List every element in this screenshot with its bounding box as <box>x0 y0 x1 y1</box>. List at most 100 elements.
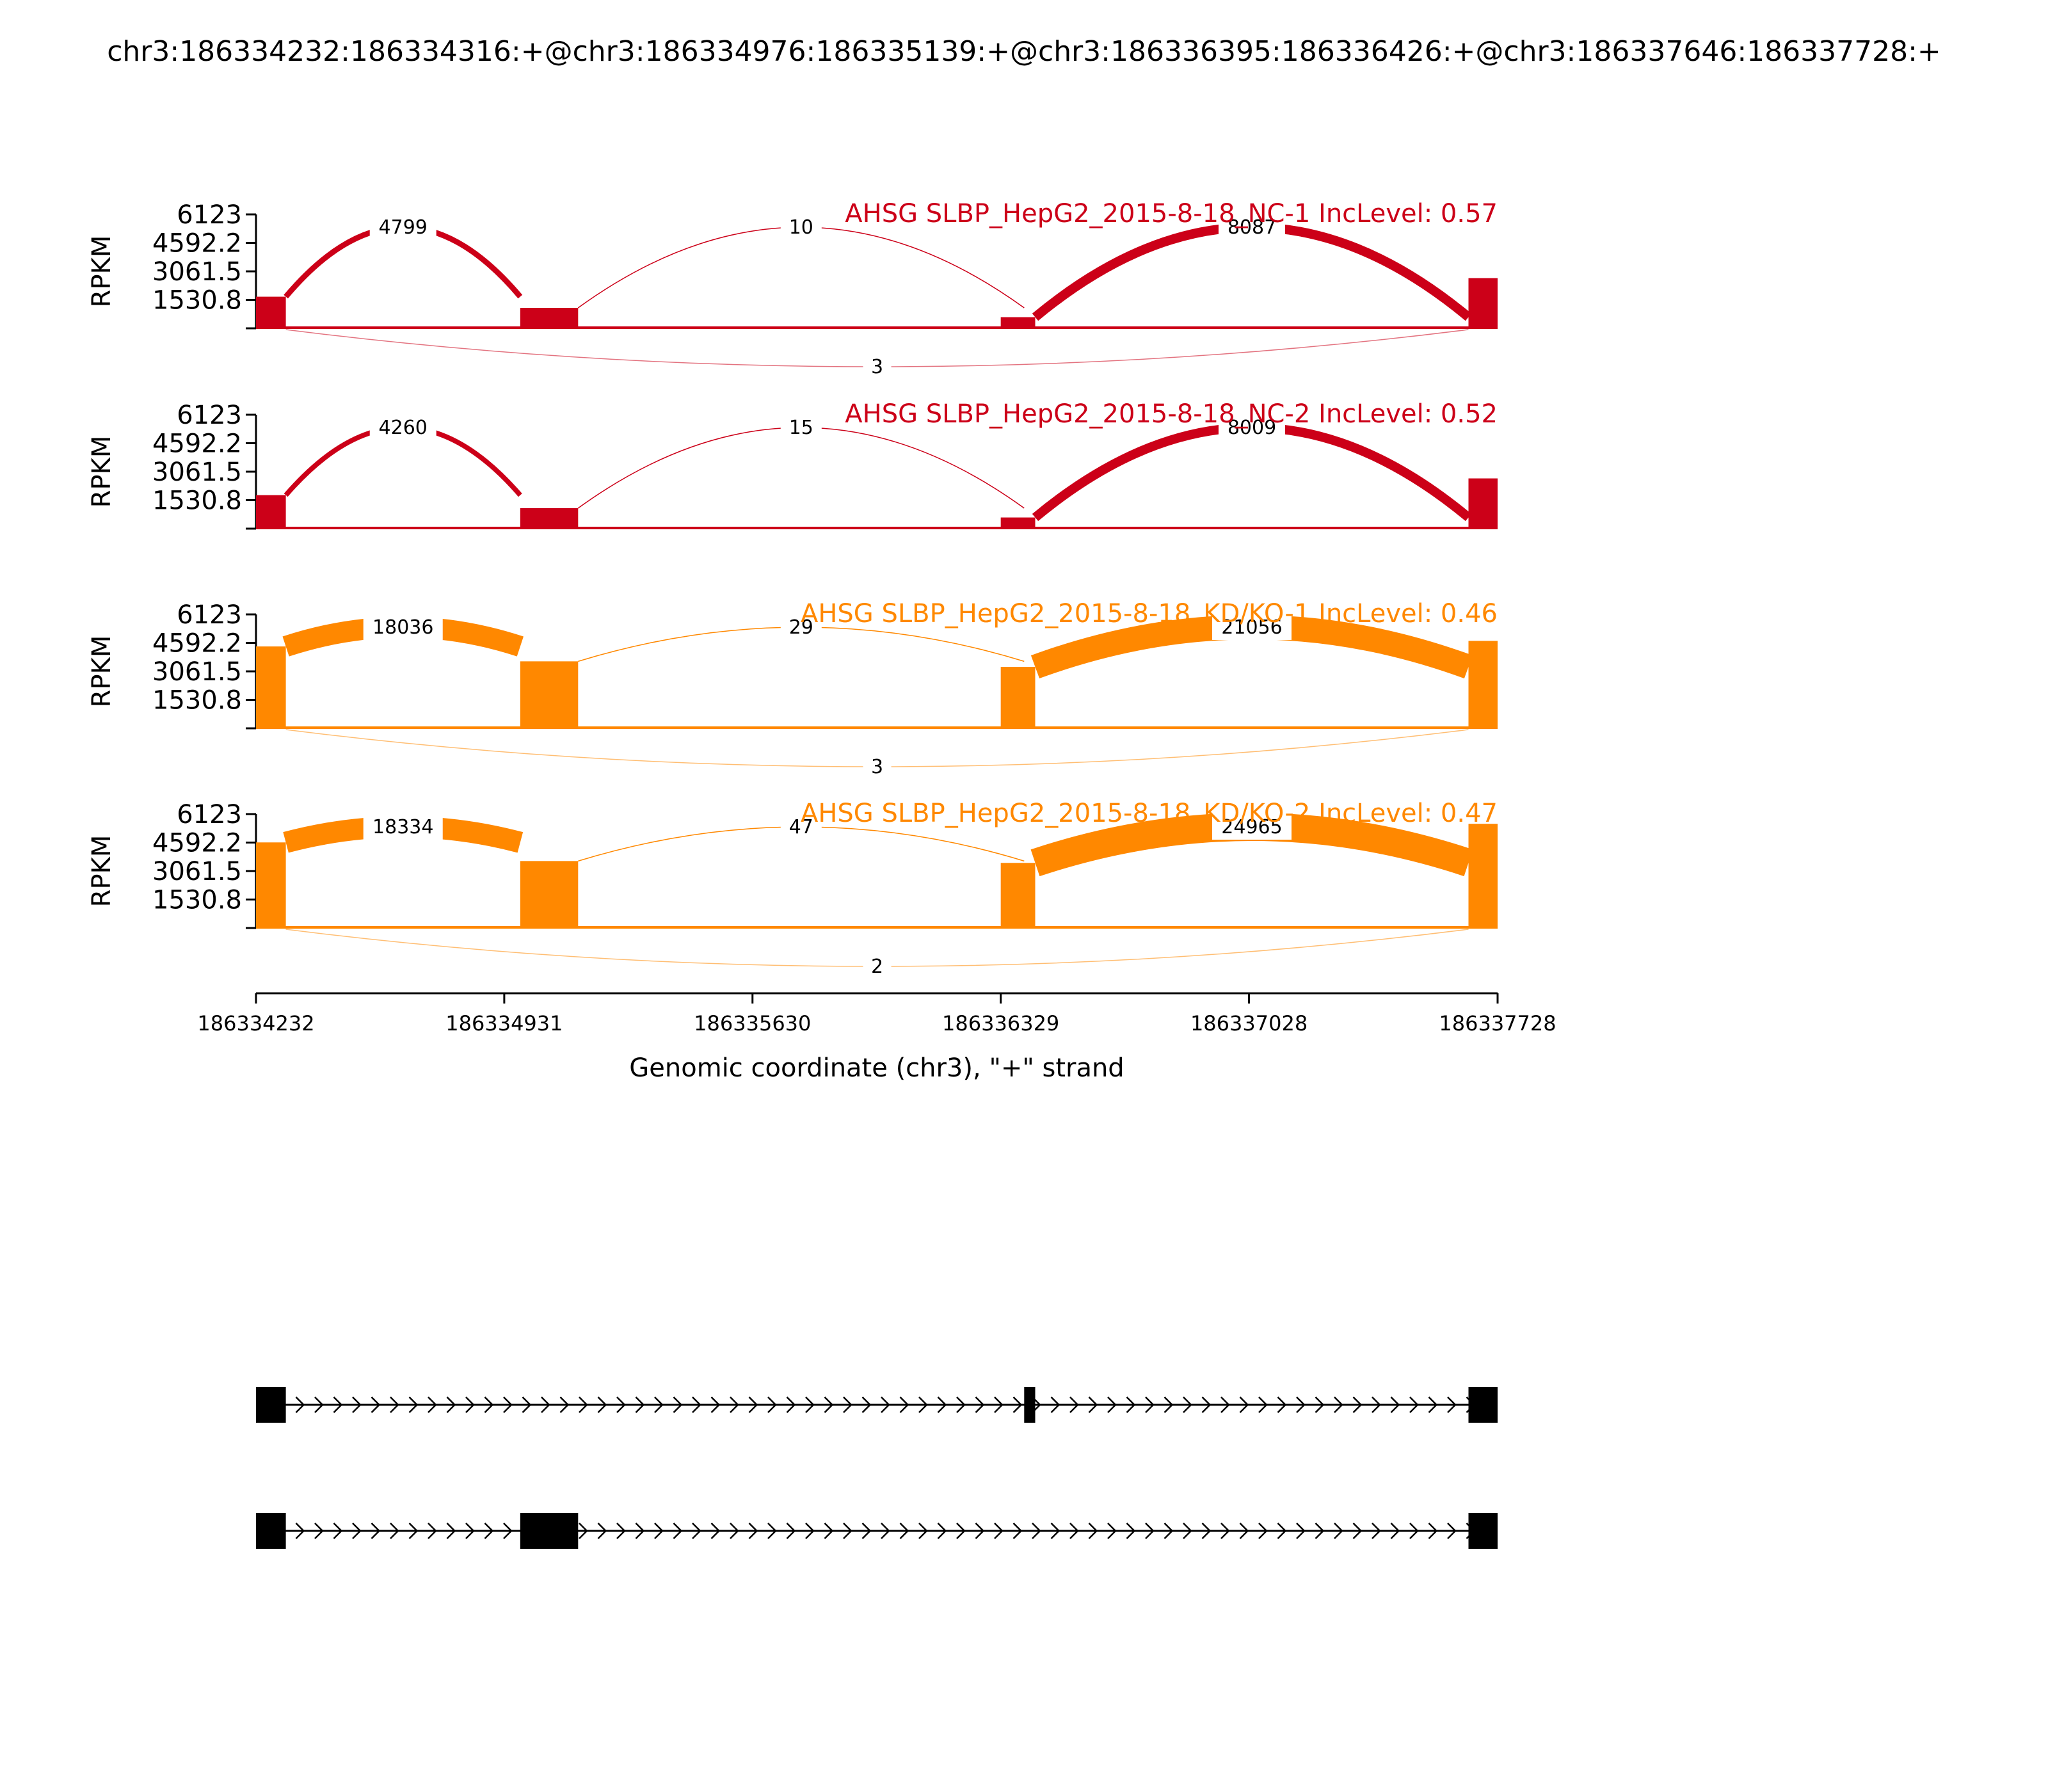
strand-arrow <box>861 1396 872 1413</box>
isoform <box>256 1387 1498 1423</box>
strand-arrow <box>635 1396 645 1413</box>
y-tick-label: 6123 <box>177 401 242 430</box>
junction-count-label: 15 <box>789 417 813 439</box>
strand-arrow <box>673 1523 683 1539</box>
junction-label-bg <box>363 613 443 640</box>
strand-arrow <box>710 1523 721 1539</box>
y-tick-label: 1530.8 <box>152 486 242 515</box>
strand-arrow <box>1315 1523 1325 1539</box>
strand-arrow <box>465 1396 475 1413</box>
strand-arrow <box>1220 1396 1230 1413</box>
strand-arrow <box>1126 1523 1136 1539</box>
junction-label-bg <box>780 813 822 840</box>
strand-arrow <box>635 1523 645 1539</box>
strand-arrow <box>918 1396 928 1413</box>
junction-arc <box>1032 422 1472 522</box>
strand-arrow <box>1352 1396 1363 1413</box>
strand-arrow <box>484 1523 494 1539</box>
strand-arrow <box>314 1396 324 1413</box>
strand-arrow <box>446 1396 456 1413</box>
x-tick-label: 186334232 <box>197 1011 314 1036</box>
strand-arrow <box>1201 1396 1212 1413</box>
coverage-bar <box>256 646 286 728</box>
y-axis-label: RPKM <box>87 835 116 908</box>
strand-arrow <box>295 1523 305 1539</box>
strand-arrow <box>1447 1523 1457 1539</box>
strand-arrow <box>1258 1396 1268 1413</box>
strand-arrow <box>1352 1523 1363 1539</box>
strand-arrow <box>692 1523 701 1539</box>
y-tick-label: 6123 <box>177 600 242 630</box>
strand-arrow <box>314 1523 324 1539</box>
isoform <box>256 1513 1498 1549</box>
strand-arrow <box>1012 1523 1023 1539</box>
coverage-bar <box>1468 824 1498 928</box>
x-tick-label: 186336329 <box>942 1011 1059 1036</box>
exon-block <box>1468 1513 1498 1549</box>
strand-arrow <box>1012 1396 1023 1413</box>
x-tick-label: 186334931 <box>445 1011 563 1036</box>
y-tick-label: 3061.5 <box>152 458 242 487</box>
junction-label-bg <box>1218 213 1285 240</box>
strand-arrow <box>352 1396 362 1413</box>
x-axis: 186334232 186334931 186335630 186336329 1863… <box>197 992 1556 1036</box>
strand-arrow <box>428 1396 437 1413</box>
strand-arrow <box>1372 1523 1381 1539</box>
junction-label-bg <box>863 753 892 780</box>
strand-arrow <box>541 1396 550 1413</box>
strand-arrow <box>1277 1396 1287 1413</box>
strand-arrow <box>1372 1396 1381 1413</box>
strand-arrow <box>1050 1396 1060 1413</box>
strand-arrow <box>899 1396 909 1413</box>
junction-label-bg <box>369 413 436 440</box>
strand-arrow <box>1239 1523 1249 1539</box>
strand-arrow <box>994 1523 1004 1539</box>
strand-arrow <box>1258 1523 1268 1539</box>
strand-arrow <box>616 1396 626 1413</box>
strand-arrow <box>1334 1523 1343 1539</box>
x-tick-label: 186335630 <box>694 1011 811 1036</box>
y-tick-label: 1530.8 <box>152 885 242 915</box>
strand-arrow <box>1126 1396 1136 1413</box>
strand-arrow <box>1107 1396 1117 1413</box>
junction-count-label: 18036 <box>372 616 433 639</box>
y-axis-label: RPKM <box>87 636 116 708</box>
junction-label-bg <box>780 213 822 240</box>
strand-arrow <box>673 1396 683 1413</box>
y-tick-label: 4592.2 <box>152 829 242 858</box>
strand-arrow <box>390 1396 399 1413</box>
strand-arrow <box>805 1396 815 1413</box>
strand-arrow <box>352 1523 362 1539</box>
strand-arrow <box>767 1396 777 1413</box>
strand-arrow <box>1201 1523 1212 1539</box>
sample-title: AHSG SLBP_HepG2_2015-8-18_NC-1 IncLevel:… <box>845 199 1498 228</box>
strand-arrow <box>899 1523 909 1539</box>
strand-arrow <box>692 1396 701 1413</box>
strand-arrow <box>465 1523 475 1539</box>
strand-arrow <box>1088 1396 1098 1413</box>
strand-arrow <box>730 1396 739 1413</box>
strand-arrow <box>730 1523 739 1539</box>
strand-arrow <box>1447 1396 1457 1413</box>
strand-arrow <box>428 1523 437 1539</box>
strand-arrow <box>1032 1523 1041 1539</box>
strand-arrow <box>1069 1396 1079 1413</box>
strand-arrow <box>956 1396 966 1413</box>
strand-arrow <box>861 1523 872 1539</box>
junction-count-label: 47 <box>789 816 813 838</box>
strand-arrow <box>1334 1396 1343 1413</box>
coverage-bar <box>1000 317 1036 328</box>
coverage-bar <box>1468 641 1498 728</box>
coverage-bar <box>1000 517 1036 529</box>
x-tick-label: 186337028 <box>1190 1011 1308 1036</box>
junction-count-label: 8087 <box>1228 216 1276 239</box>
exon-block <box>520 1513 579 1549</box>
junction-count-label: 8009 <box>1228 417 1276 439</box>
strand-arrow <box>371 1523 381 1539</box>
junction-label-bg <box>1218 413 1285 440</box>
coverage-bar <box>1468 278 1498 328</box>
strand-arrow <box>1145 1396 1155 1413</box>
